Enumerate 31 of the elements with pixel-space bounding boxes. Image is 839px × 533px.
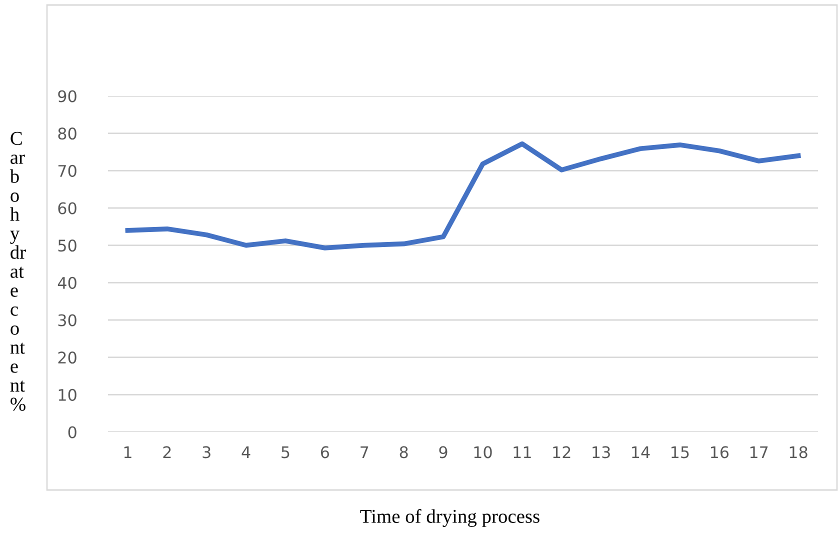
x-tick-label: 18: [790, 446, 808, 458]
y-tick-label: 60: [58, 202, 76, 214]
x-tick-label: 13: [592, 446, 610, 458]
text: C ar b o h y dr at e c o nt e nt %: [10, 132, 26, 411]
y-tick-label: 90: [58, 90, 76, 102]
x-tick-label: 12: [553, 446, 570, 458]
x-tick-label: 1: [124, 446, 132, 458]
y-tick-label: 70: [58, 164, 76, 177]
y-tick-label: 80: [58, 128, 76, 140]
y-tick-label: 40: [58, 276, 76, 289]
x-tick-label: 5: [282, 446, 290, 458]
x-tick-label: 8: [400, 446, 408, 458]
y-tick-label: 50: [58, 240, 76, 252]
x-tick-label: 9: [439, 446, 448, 458]
y-tick-label: 20: [58, 352, 76, 364]
x-tick-label: 7: [360, 446, 368, 458]
y-tick-label: 0: [68, 426, 76, 438]
y-tick-label: 30: [58, 314, 76, 326]
x-tick-label: 3: [202, 446, 210, 458]
line-series: [125, 141, 801, 250]
x-tick-label: 10: [474, 446, 492, 458]
x-tick-label: 16: [710, 446, 729, 458]
x-axis-title: Time of drying process: [360, 509, 540, 527]
x-tick-label: 15: [672, 446, 689, 458]
y-tick-label: 10: [58, 388, 76, 401]
x-tick-label: 14: [632, 446, 650, 458]
x-tick-label: 11: [514, 446, 531, 458]
x-tick-label: 17: [750, 446, 768, 458]
x-tick-label: 2: [163, 446, 171, 458]
x-tick-label: 4: [242, 446, 250, 458]
x-tick-label: 6: [320, 446, 330, 458]
